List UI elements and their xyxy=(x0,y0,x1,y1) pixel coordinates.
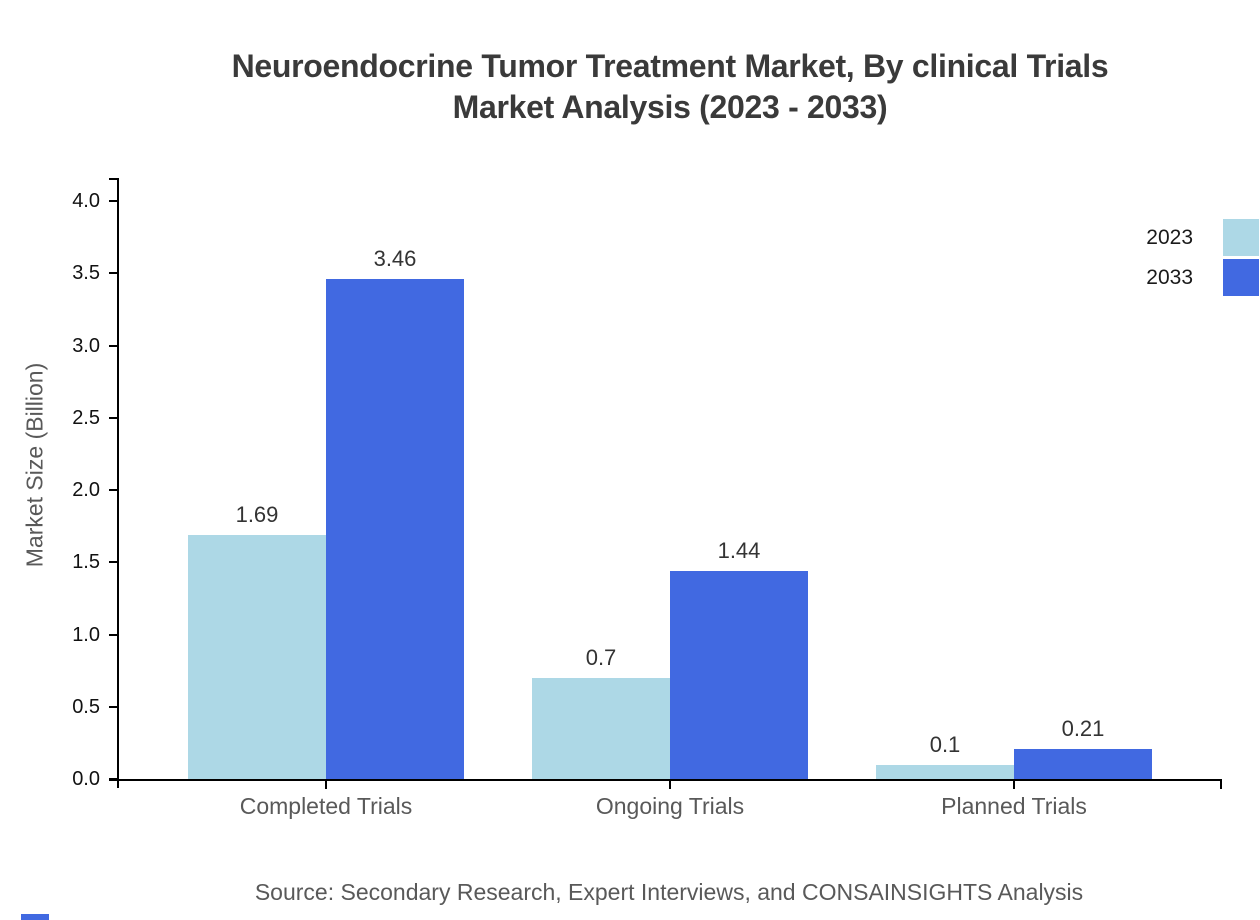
x-axis-endcap-tick xyxy=(1220,780,1222,789)
y-tick-mark xyxy=(109,272,118,275)
legend-swatch xyxy=(1223,259,1259,296)
x-tick-mark xyxy=(669,780,671,789)
bar-value-label: 0.21 xyxy=(1061,716,1105,741)
y-tick-label: 1.0 xyxy=(72,623,100,646)
y-tick-label: 3.0 xyxy=(72,334,100,357)
y-tick-label: 4.0 xyxy=(72,190,100,212)
bar-value-label: 0.1 xyxy=(929,732,961,757)
bar-value-label: 0.7 xyxy=(585,645,617,670)
legend-label: 2033 xyxy=(1146,266,1193,289)
y-tick-mark xyxy=(109,705,118,708)
y-tick-mark xyxy=(109,200,118,202)
chart-title: Neuroendocrine Tumor Treatment Market, B… xyxy=(80,46,1260,128)
y-tick-label: 0.5 xyxy=(72,695,100,718)
bar-value-label: 1.69 xyxy=(235,502,279,527)
legend-label: 2023 xyxy=(1146,226,1193,249)
y-tick-mark xyxy=(109,561,118,564)
bar-value-label: 3.46 xyxy=(373,246,417,271)
y-tick-label: 2.0 xyxy=(72,479,100,501)
legend: 2023 2033 xyxy=(1146,219,1259,299)
source-note: Source: Secondary Research, Expert Inter… xyxy=(254,879,1084,905)
y-axis-title: Market Size (Billion) xyxy=(21,362,48,568)
y-tick-label: 1.5 xyxy=(72,551,100,574)
category-label: Ongoing Trials xyxy=(595,793,745,819)
chart-title-line2: Market Analysis (2023 - 2033) xyxy=(452,89,888,125)
y-axis-spine xyxy=(117,178,119,788)
y-tick-mark xyxy=(109,344,118,347)
x-axis-spine xyxy=(109,779,1222,781)
category-label: Planned Trials xyxy=(941,793,1087,819)
y-tick-mark xyxy=(109,416,118,419)
bar-2033-1 xyxy=(670,571,808,779)
legend-swatch xyxy=(1223,219,1259,256)
bar-2023-0 xyxy=(188,535,326,779)
x-tick-mark xyxy=(325,780,327,789)
legend-item-2023: 2023 xyxy=(1146,219,1259,256)
category-label: Completed Trials xyxy=(239,793,413,819)
bar-2033-2 xyxy=(1014,749,1152,779)
bar-2033-0 xyxy=(326,279,464,779)
y-tick-mark xyxy=(109,489,118,491)
bar-2023-2 xyxy=(876,765,1014,779)
chart-title-line1: Neuroendocrine Tumor Treatment Market, B… xyxy=(231,48,1109,84)
y-tick-mark xyxy=(109,633,118,636)
x-tick-mark xyxy=(1013,780,1015,789)
y-tick-label: 2.5 xyxy=(72,406,100,429)
y-tick-mark xyxy=(109,778,118,780)
bar-2023-1 xyxy=(532,678,670,779)
watermark-corner-mark xyxy=(21,914,49,920)
y-tick-label: 0.0 xyxy=(72,768,100,790)
legend-item-2033: 2033 xyxy=(1146,259,1259,296)
y-tick-label: 3.5 xyxy=(72,262,100,285)
y-axis-endcap-tick xyxy=(109,178,118,180)
bar-value-label: 1.44 xyxy=(717,538,761,563)
